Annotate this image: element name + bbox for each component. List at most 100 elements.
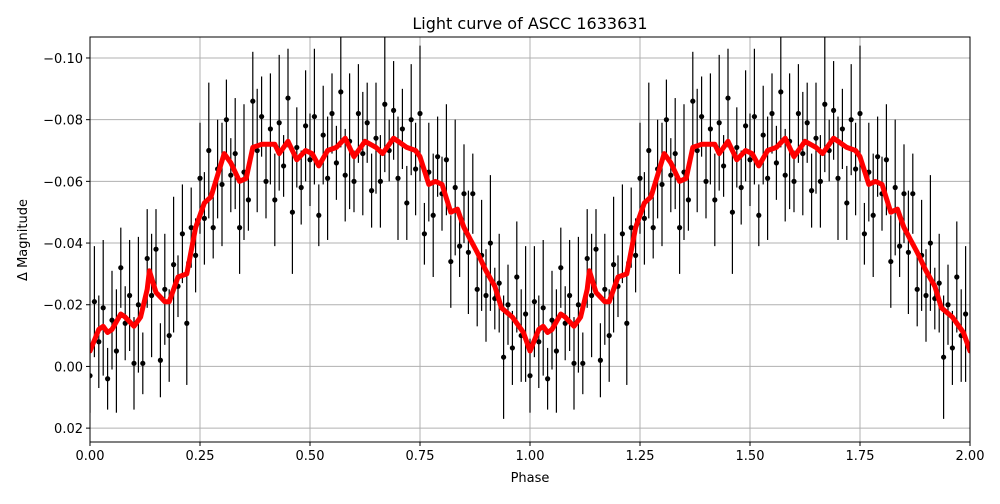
data-point (470, 191, 476, 197)
data-point (760, 132, 766, 138)
data-point (567, 292, 573, 299)
data-point (901, 191, 907, 197)
x-tick-label: 0.25 (186, 449, 215, 464)
x-axis-label: Phase (511, 471, 550, 486)
data-point (809, 188, 815, 194)
data-point (193, 252, 199, 258)
x-tick-label: 2.00 (956, 449, 985, 464)
data-point (206, 147, 212, 154)
model-line (90, 135, 970, 354)
data-point (373, 135, 379, 141)
x-tick-label: 0.75 (406, 449, 435, 464)
data-point (501, 354, 507, 360)
data-point (298, 184, 304, 191)
data-point (716, 120, 722, 126)
data-point (171, 262, 177, 268)
data-point (188, 225, 194, 231)
data-point (259, 113, 265, 120)
data-point (316, 212, 322, 218)
data-point (457, 243, 463, 249)
data-point (712, 197, 718, 203)
data-point (109, 317, 115, 323)
data-point (945, 302, 951, 308)
data-point (844, 200, 850, 206)
data-point (650, 225, 656, 231)
data-point (637, 175, 643, 181)
data-point (505, 302, 511, 308)
data-point (267, 126, 273, 132)
data-point (421, 231, 427, 237)
grid (89, 37, 971, 442)
data-point (245, 197, 251, 203)
x-tick-label: 1.75 (846, 449, 875, 464)
data-point (611, 262, 617, 268)
data-point (580, 360, 586, 366)
data-point (355, 110, 361, 117)
data-point (892, 184, 898, 191)
data-point (377, 178, 383, 184)
data-point (351, 178, 357, 184)
data-point (593, 246, 599, 252)
data-point (91, 299, 97, 305)
data-point (888, 258, 894, 265)
data-point (914, 286, 920, 292)
data-point (96, 339, 102, 345)
data-point (144, 255, 150, 262)
data-point (699, 113, 705, 120)
data-point (201, 215, 207, 221)
data-point (923, 292, 929, 299)
data-point (839, 126, 846, 132)
data-point (743, 123, 749, 129)
data-point (747, 157, 753, 163)
data-point (382, 101, 388, 107)
data-point (483, 292, 489, 299)
x-tick-label: 0.50 (296, 449, 325, 464)
data-point (659, 181, 665, 188)
data-point (448, 258, 454, 265)
data-point (523, 311, 529, 317)
data-point (329, 110, 335, 117)
data-point (677, 225, 683, 231)
data-point (558, 265, 564, 271)
data-point (734, 144, 740, 151)
y-tick-label: −0.06 (43, 175, 83, 190)
data-point (514, 274, 520, 280)
data-point (435, 154, 441, 160)
data-point (276, 120, 282, 126)
data-point (597, 357, 604, 363)
data-points (90, 37, 969, 419)
data-point (725, 95, 731, 101)
data-point (443, 157, 449, 163)
data-point (320, 132, 326, 138)
x-tick-label: 1.50 (736, 449, 765, 464)
y-tick-label: 0.02 (54, 422, 83, 437)
data-point (140, 360, 146, 366)
data-point (100, 305, 106, 311)
data-point (395, 175, 401, 181)
data-point (303, 123, 309, 129)
data-point (307, 157, 313, 163)
data-point (835, 175, 841, 181)
data-point (606, 332, 612, 339)
y-tick-label: 0.00 (54, 360, 83, 375)
data-point (461, 191, 467, 197)
data-point (721, 163, 727, 169)
data-point (663, 117, 670, 123)
data-point (769, 110, 775, 117)
data-point (408, 117, 414, 123)
data-point (619, 231, 626, 237)
data-point (822, 101, 828, 107)
y-tick-label: −0.04 (43, 237, 83, 252)
data-point (738, 184, 744, 191)
data-point (417, 110, 423, 117)
model-curve (90, 135, 970, 354)
data-point (668, 172, 674, 178)
data-point (113, 348, 119, 354)
data-point (553, 348, 560, 354)
data-point (571, 360, 577, 366)
data-point (795, 110, 802, 117)
data-point (694, 147, 700, 154)
data-point (897, 243, 903, 249)
data-point (325, 175, 331, 181)
data-point (223, 117, 229, 123)
